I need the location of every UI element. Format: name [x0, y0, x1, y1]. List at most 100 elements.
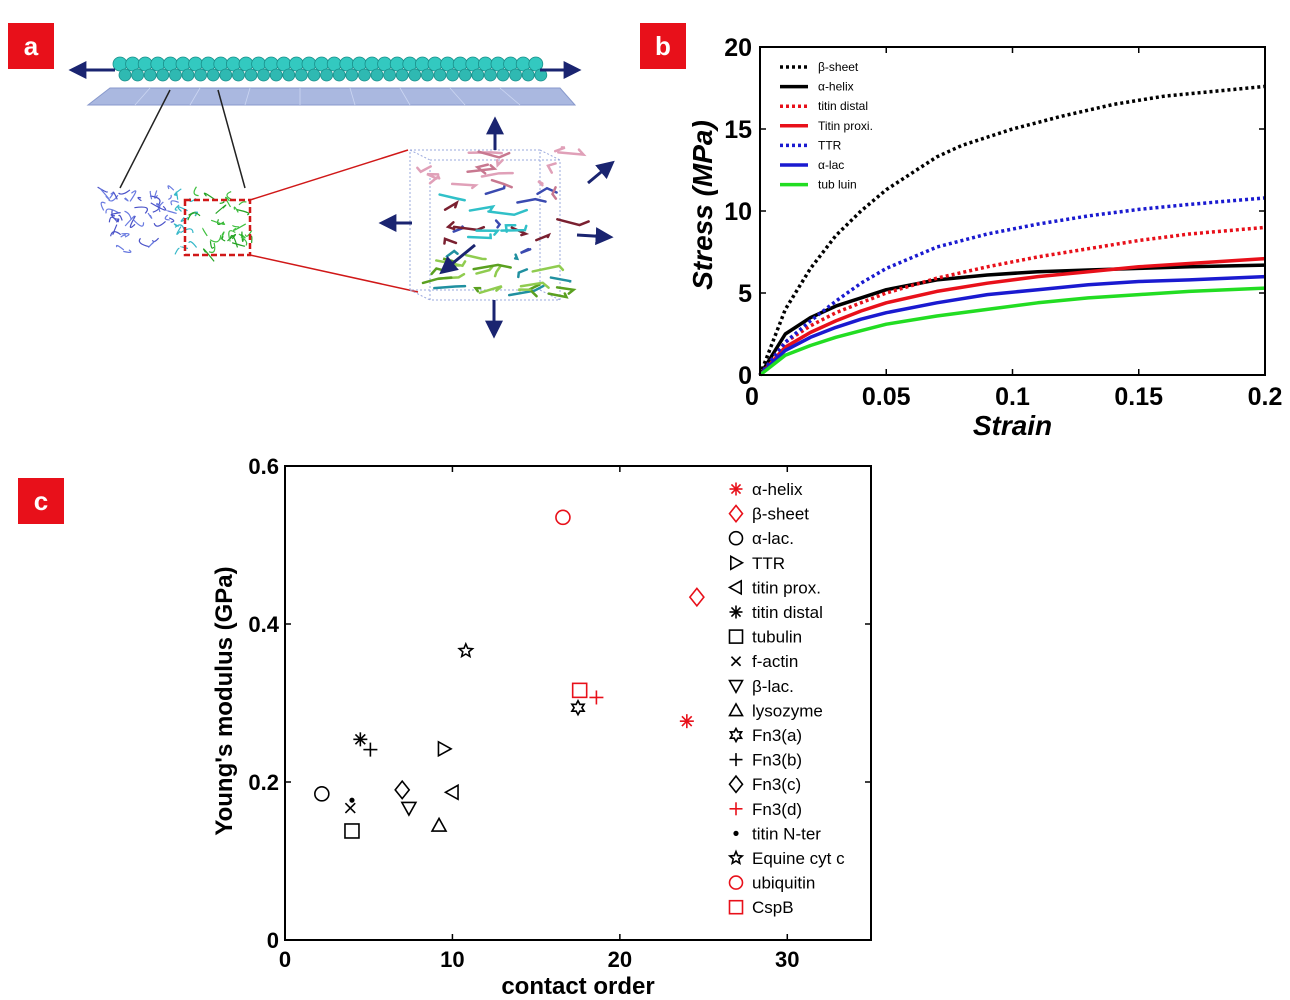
x-axis-label-c: contact order: [501, 973, 654, 1000]
molecule-strand: [209, 234, 222, 243]
arrow-upright-icon: [587, 160, 615, 185]
unit-cell-strand: [537, 180, 544, 187]
series-line-2: [758, 225, 1266, 377]
x-tick-label: 0.1: [995, 383, 1030, 411]
legend-marker-1: [728, 504, 744, 524]
legend-label-c-0: α-helix: [752, 480, 803, 499]
unit-cell-strand: [495, 158, 504, 168]
unit-cell-strand: [475, 265, 494, 275]
unit-cell-strand: [547, 292, 569, 299]
molecule-strand: [231, 242, 246, 247]
filament-bead: [294, 68, 308, 82]
unit-cell-strand: [490, 178, 513, 189]
unit-cell-strand: [517, 268, 529, 279]
unit-cell-strand: [531, 264, 565, 273]
legend-label-c-7: f-actin: [752, 652, 798, 671]
molecule-strand: [124, 210, 132, 220]
molecule-strand: [121, 232, 130, 238]
data-point-13: [589, 690, 604, 705]
arrow-downleft-icon: [439, 243, 476, 275]
data-point-17: [571, 682, 588, 699]
filament-bead: [395, 68, 409, 82]
unit-cell-strand: [516, 197, 547, 204]
filament-bead: [269, 68, 283, 82]
legend-label-c-3: TTR: [752, 554, 785, 573]
molecule-strand: [228, 230, 236, 242]
y-tick-label: 15: [724, 116, 752, 144]
filament-bead: [143, 68, 157, 82]
filament-bead: [458, 68, 472, 82]
legend-label-2: titin distal: [818, 99, 868, 113]
unit-cell-strand: [535, 232, 552, 242]
data-point-10: [570, 698, 586, 717]
molecule-strand: [138, 237, 150, 248]
lattice-grid: [134, 87, 521, 106]
legend-label-c-5: titin distal: [752, 603, 823, 622]
data-point-15: [457, 641, 475, 659]
molecule-strand: [134, 206, 148, 214]
filament-bead: [509, 68, 522, 82]
legend-marker-4: [727, 579, 743, 596]
molecule-strand: [137, 196, 142, 202]
molecule-strand: [169, 217, 175, 223]
unit-cell-strand: [450, 182, 479, 190]
molecule-strand: [124, 197, 129, 202]
panel-label-c: c: [18, 478, 64, 524]
molecule-strand: [180, 216, 189, 222]
data-point-2: [314, 786, 330, 802]
y-tick-label-c: 0.6: [248, 454, 279, 479]
filament-bead: [181, 68, 195, 82]
y-tick-label: 20: [724, 34, 752, 62]
molecule-cluster-icon: [97, 185, 253, 262]
molecule-strand: [154, 190, 159, 199]
unit-cell-strand: [443, 237, 458, 245]
molecule-strand: [156, 202, 161, 213]
filament-bead: [408, 68, 422, 82]
data-point-7: [344, 802, 356, 814]
molecule-strand: [233, 206, 239, 213]
filament-bead: [168, 68, 182, 82]
unit-cell-strand: [438, 193, 466, 202]
molecule-strand: [105, 208, 119, 214]
legend-marker-5: [729, 605, 743, 619]
chart-b: 0 0.05 0.1 0.15 0.2 0 5 10 15 20 Strain Stress (MPa…: [687, 34, 1283, 441]
y-tick-label: 5: [738, 280, 752, 308]
legend-label-1: α-helix: [818, 80, 854, 94]
filament-bead: [496, 68, 510, 82]
legend-label-5: α-lac: [818, 158, 844, 172]
filament-bead: [383, 68, 397, 82]
x-tick-label: 0.2: [1248, 383, 1283, 411]
x-tick-label-c: 0: [279, 947, 291, 972]
y-tick-label-c: 0.2: [248, 770, 279, 795]
molecule-strand: [174, 204, 180, 211]
unit-cell-strand: [553, 146, 566, 153]
legend-label-c-17: CspB: [752, 898, 794, 917]
molecule-strand: [109, 231, 122, 237]
molecule-strand: [236, 209, 250, 216]
unit-cell-strand: [445, 249, 459, 258]
legend-label-c-2: α-lac.: [752, 529, 794, 548]
molecule-strand: [203, 192, 215, 200]
x-axis-label: Strain: [973, 410, 1052, 441]
legend-marker-3: [729, 554, 745, 571]
data-point-3: [437, 740, 453, 758]
filament-bead: [446, 68, 460, 82]
unit-cell-strand: [466, 164, 498, 173]
series-line-0: [758, 84, 1266, 376]
filament-bead: [345, 68, 359, 82]
unit-cell-strand: [493, 264, 503, 278]
data-point-14: [349, 797, 355, 803]
legend-label-c-12: Fn3(c): [752, 775, 801, 794]
molecule-strand: [203, 248, 215, 262]
unit-cell-strand: [487, 208, 529, 217]
molecule-strand: [176, 226, 182, 235]
series-line-5: [758, 274, 1266, 377]
molecule-strand: [110, 212, 121, 217]
molecule-strand: [210, 219, 226, 225]
unit-cell-strand: [494, 219, 502, 229]
unit-cell-strand: [466, 233, 492, 240]
legend-marker-0: [729, 482, 743, 496]
molecule-strand: [208, 242, 216, 253]
filament-bead: [357, 68, 371, 82]
